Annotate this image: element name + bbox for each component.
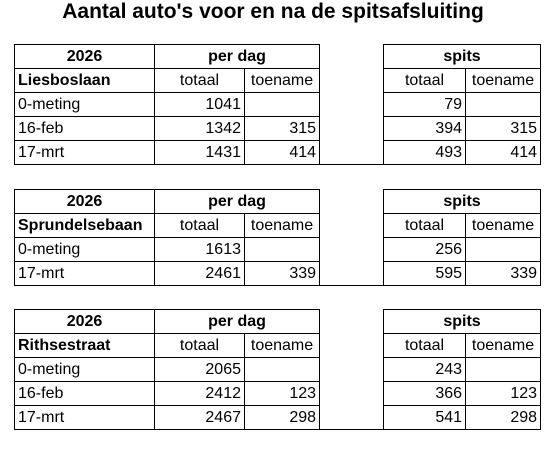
spacer-cell xyxy=(319,44,385,69)
spits-totaal-value: 394 xyxy=(383,116,467,141)
table-row: 17-mrt 2461 339 595 339 xyxy=(14,261,542,286)
traffic-table-0: 2026 per dag spits Liesboslaan totaal toename… xyxy=(14,44,542,165)
year-cell: 2026 xyxy=(14,189,155,214)
dag-totaal-value: 1613 xyxy=(154,237,245,262)
spacer-cell xyxy=(319,333,385,358)
dag-totaal-value: 2467 xyxy=(154,405,245,430)
dag-totaal-value: 1431 xyxy=(154,140,245,165)
table-subheader-row: Rithsestraat totaal toename totaal toename xyxy=(14,333,542,358)
row-label: 0-meting xyxy=(14,92,155,117)
dag-toename-value: 298 xyxy=(243,405,321,430)
page-title: Aantal auto's voor en na de spitsafsluit… xyxy=(62,0,484,23)
row-label: 16-feb xyxy=(14,381,155,406)
col-header-toename: toename xyxy=(243,68,321,93)
col-header-totaal: totaal xyxy=(383,333,467,358)
spits-toename-value xyxy=(465,237,542,262)
table-header-row: 2026 per dag spits xyxy=(14,309,542,334)
street-name: Liesboslaan xyxy=(14,68,155,93)
spits-totaal-value: 595 xyxy=(383,261,467,286)
dag-toename-value xyxy=(243,237,321,262)
spits-toename-value: 414 xyxy=(465,140,542,165)
spits-totaal-value: 541 xyxy=(383,405,467,430)
col-header-totaal: totaal xyxy=(383,68,467,93)
per-dag-header: per dag xyxy=(153,189,321,214)
spits-toename-value xyxy=(465,357,542,382)
dag-totaal-value: 2461 xyxy=(154,261,245,286)
table-row: 16-feb 2412 123 366 123 xyxy=(14,381,542,406)
col-header-totaal: totaal xyxy=(154,213,245,238)
spacer-cell xyxy=(319,189,385,214)
table-header-row: 2026 per dag spits xyxy=(14,44,542,69)
row-label: 0-meting xyxy=(14,237,155,262)
year-cell: 2026 xyxy=(14,44,155,69)
dag-toename-value: 123 xyxy=(243,381,321,406)
col-header-toename: toename xyxy=(465,333,542,358)
spacer-cell xyxy=(319,405,385,430)
spits-header: spits xyxy=(383,44,542,69)
dag-totaal-value: 1342 xyxy=(154,116,245,141)
spits-totaal-value: 256 xyxy=(383,237,467,262)
row-label: 17-mrt xyxy=(14,405,155,430)
spits-header: spits xyxy=(383,189,542,214)
table-row: 17-mrt 2467 298 541 298 xyxy=(14,405,542,430)
dag-toename-value xyxy=(243,92,321,117)
dag-totaal-value: 1041 xyxy=(154,92,245,117)
col-header-toename: toename xyxy=(243,213,321,238)
table-subheader-row: Liesboslaan totaal toename totaal toename xyxy=(14,68,542,93)
table-row: 16-feb 1342 315 394 315 xyxy=(14,116,542,141)
per-dag-header: per dag xyxy=(153,309,321,334)
spacer-cell xyxy=(319,68,385,93)
spacer-cell xyxy=(319,357,385,382)
spits-toename-value: 123 xyxy=(465,381,542,406)
dag-toename-value: 339 xyxy=(243,261,321,286)
spits-toename-value: 298 xyxy=(465,405,542,430)
spacer-cell xyxy=(319,261,385,286)
table-row: 17-mrt 1431 414 493 414 xyxy=(14,140,542,165)
spits-toename-value xyxy=(465,92,542,117)
row-label: 17-mrt xyxy=(14,261,155,286)
col-header-toename: toename xyxy=(465,213,542,238)
col-header-totaal: totaal xyxy=(383,213,467,238)
spits-header: spits xyxy=(383,309,542,334)
col-header-toename: toename xyxy=(243,333,321,358)
spacer-cell xyxy=(319,116,385,141)
street-name: Rithsestraat xyxy=(14,333,155,358)
spacer-cell xyxy=(319,92,385,117)
spacer-cell xyxy=(319,309,385,334)
table-header-row: 2026 per dag spits xyxy=(14,189,542,214)
row-label: 17-mrt xyxy=(14,140,155,165)
dag-totaal-value: 2412 xyxy=(154,381,245,406)
spits-toename-value: 315 xyxy=(465,116,542,141)
row-label: 16-feb xyxy=(14,116,155,141)
street-name: Sprundelsebaan xyxy=(14,213,155,238)
spacer-cell xyxy=(319,381,385,406)
dag-toename-value: 414 xyxy=(243,140,321,165)
col-header-totaal: totaal xyxy=(154,68,245,93)
year-cell: 2026 xyxy=(14,309,155,334)
dag-totaal-value: 2065 xyxy=(154,357,245,382)
per-dag-header: per dag xyxy=(153,44,321,69)
traffic-table-2: 2026 per dag spits Rithsestraat totaal toenam… xyxy=(14,309,542,430)
spits-totaal-value: 366 xyxy=(383,381,467,406)
spacer-cell xyxy=(319,140,385,165)
spits-totaal-value: 493 xyxy=(383,140,467,165)
dag-toename-value: 315 xyxy=(243,116,321,141)
table-row: 0-meting 1041 79 xyxy=(14,92,542,117)
table-subheader-row: Sprundelsebaan totaal toename totaal toename xyxy=(14,213,542,238)
row-label: 0-meting xyxy=(14,357,155,382)
col-header-totaal: totaal xyxy=(154,333,245,358)
spacer-cell xyxy=(319,237,385,262)
spacer-cell xyxy=(319,213,385,238)
traffic-table-1: 2026 per dag spits Sprundelsebaan totaal toen… xyxy=(14,189,542,286)
dag-toename-value xyxy=(243,357,321,382)
spits-totaal-value: 79 xyxy=(383,92,467,117)
table-row: 0-meting 2065 243 xyxy=(14,357,542,382)
spits-totaal-value: 243 xyxy=(383,357,467,382)
spits-toename-value: 339 xyxy=(465,261,542,286)
col-header-toename: toename xyxy=(465,68,542,93)
table-row: 0-meting 1613 256 xyxy=(14,237,542,262)
